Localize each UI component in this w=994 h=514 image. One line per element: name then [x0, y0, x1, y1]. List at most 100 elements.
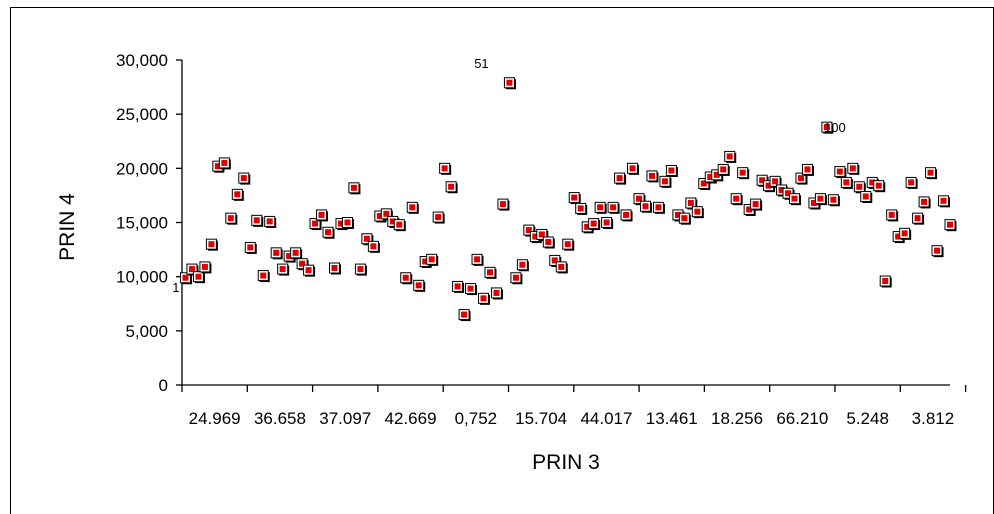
- data-point: [225, 212, 238, 225]
- data-point: [685, 197, 698, 210]
- data-point: [458, 309, 471, 322]
- y-axis: 0 5,000 10,000 15,000 20,000 25,000 30,000: [116, 51, 183, 395]
- data-point: [179, 272, 192, 285]
- y-tick-label: 10,000: [116, 268, 168, 287]
- data-point: [555, 261, 568, 274]
- data-point: [516, 259, 529, 272]
- y-tick-label: 0: [159, 376, 168, 395]
- data-point: [652, 201, 665, 214]
- data-point: [231, 188, 244, 201]
- data-point: [639, 200, 652, 213]
- data-point: [789, 193, 802, 206]
- point-labels: 1 51 100: [172, 56, 846, 295]
- data-point: [821, 121, 834, 134]
- data-point: [251, 214, 264, 227]
- y-axis-title: PRIN 4: [56, 193, 79, 261]
- data-point: [361, 233, 374, 246]
- data-point: [795, 172, 808, 185]
- data-point: [614, 172, 627, 185]
- data-point: [905, 176, 918, 189]
- data-point: [503, 77, 516, 90]
- data-point: [303, 264, 316, 277]
- data-point: [724, 150, 737, 163]
- y-tick-label: 5,000: [125, 322, 168, 341]
- data-point: [938, 195, 951, 208]
- x-tick-label: 3.812: [912, 409, 955, 428]
- data-point: [478, 292, 491, 305]
- data-point: [354, 263, 367, 276]
- data-point: [328, 262, 341, 275]
- data-point: [860, 191, 873, 203]
- data-point: [257, 270, 270, 283]
- data-point: [510, 272, 523, 285]
- data-point: [853, 181, 866, 194]
- data-point: [309, 218, 322, 231]
- data-point: [218, 157, 231, 170]
- x-tick-label: 13.461: [646, 409, 698, 428]
- data-point: [568, 192, 581, 205]
- data-point: [944, 219, 957, 232]
- data-point: [873, 180, 886, 193]
- x-tick-label: 37.097: [319, 409, 371, 428]
- data-point: [290, 247, 303, 260]
- data-point: [847, 162, 860, 175]
- data-point: [238, 172, 251, 185]
- data-point: [452, 280, 465, 293]
- data-point: [186, 263, 199, 276]
- data-point: [737, 167, 750, 180]
- data-point: [620, 209, 633, 222]
- data-point: [471, 253, 484, 266]
- y-tick-label: 20,000: [116, 159, 168, 178]
- data-point: [348, 182, 361, 195]
- data-point: [575, 202, 588, 215]
- data-point: [627, 162, 640, 175]
- x-tick-label: 0,752: [455, 409, 498, 428]
- data-point: [205, 238, 218, 251]
- data-point: [834, 166, 847, 179]
- x-tick-label: 44.017: [580, 409, 632, 428]
- data-point: [646, 170, 659, 183]
- data-point: [879, 275, 892, 288]
- x-tick-label: 18.256: [711, 409, 763, 428]
- data-point: [659, 175, 672, 188]
- data-point: [367, 240, 380, 253]
- y-tick-label: 15,000: [116, 214, 168, 233]
- y-tick-label: 25,000: [116, 105, 168, 124]
- data-point-label: 1: [172, 280, 179, 295]
- data-point: [413, 279, 426, 292]
- x-tick-label: 24.969: [189, 409, 241, 428]
- data-point: [840, 176, 853, 189]
- data-point: [886, 209, 899, 222]
- data-point: [536, 228, 549, 241]
- data-point: [264, 215, 277, 228]
- data-point: [277, 263, 290, 276]
- x-tick-label: 42.669: [385, 409, 437, 428]
- data-point: [497, 198, 510, 211]
- data-point: [380, 208, 393, 221]
- x-tick-label: 36.658: [254, 409, 306, 428]
- data-point: [400, 272, 413, 285]
- data-point: [814, 193, 827, 206]
- data-point: [827, 194, 840, 207]
- data-point-label: 100: [824, 120, 846, 135]
- data-point: [601, 217, 614, 229]
- data-point: [678, 212, 691, 225]
- data-point: [439, 162, 452, 175]
- data-point: [490, 287, 503, 300]
- data-point: [432, 211, 445, 224]
- data-point: [931, 245, 944, 258]
- x-tick-label: 5.248: [846, 409, 889, 428]
- data-point: [918, 196, 931, 209]
- data-point: [270, 247, 283, 260]
- x-tick-label: 15.704: [515, 409, 567, 428]
- data-point: [542, 236, 555, 249]
- x-axis-title: PRIN 3: [532, 451, 600, 474]
- data-point: [393, 219, 406, 232]
- data-point: [316, 209, 329, 222]
- data-point: [192, 271, 205, 284]
- data-point: [607, 201, 620, 214]
- data-point: [633, 193, 646, 206]
- y-tick-label: 30,000: [116, 51, 168, 70]
- data-point: [341, 217, 354, 229]
- data-point: [322, 226, 335, 239]
